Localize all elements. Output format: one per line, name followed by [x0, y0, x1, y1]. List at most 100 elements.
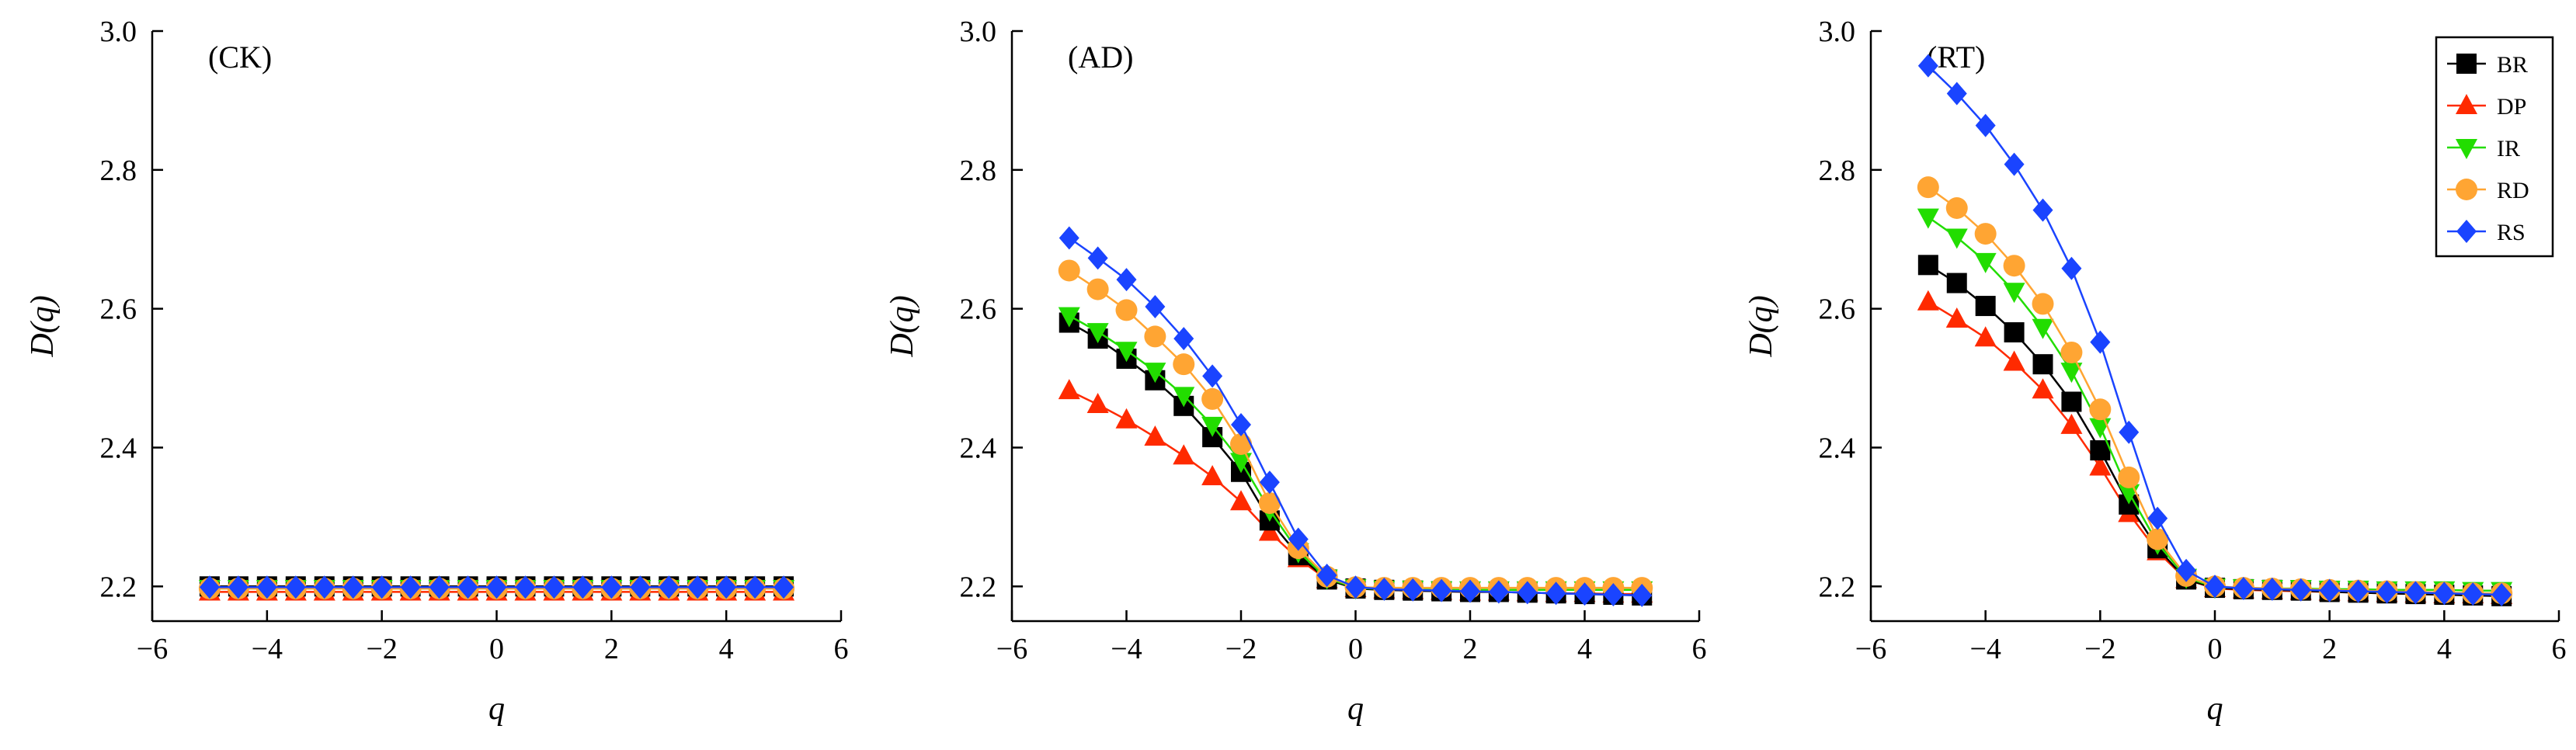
- data-point-rd: [1144, 325, 1166, 348]
- legend-marker: [2456, 179, 2477, 200]
- data-point-dp: [1144, 425, 1166, 446]
- chart-panel-ad: −6 −4 −2 0 2 4 6 2.2 2.4 2.6 2.8 3.0 q D(q) (AD): [885, 16, 1707, 727]
- data-point-dp: [1945, 307, 1968, 328]
- data-point-rs: [400, 575, 421, 599]
- series-line-dp: [1928, 300, 2502, 597]
- legend-marker: [2456, 220, 2477, 243]
- data-point-ir: [1173, 387, 1195, 408]
- data-point-rs: [2176, 558, 2197, 582]
- data-point-dp: [1258, 520, 1281, 541]
- data-point-rs: [2290, 578, 2311, 602]
- data-point-br: [2032, 354, 2053, 375]
- x-tick-label: −2: [1225, 633, 1257, 665]
- x-tick-label: −2: [366, 633, 397, 665]
- data-point-rd: [1201, 387, 1224, 410]
- data-point-rs: [2434, 582, 2455, 606]
- data-point-dp: [1058, 379, 1080, 400]
- y-axis-title: D(q): [885, 295, 920, 357]
- x-tick-label: −2: [2084, 633, 2115, 665]
- legend-label: RD: [2497, 178, 2529, 203]
- data-point-rs: [687, 575, 708, 599]
- x-tick-label: −4: [1969, 633, 2001, 665]
- data-point-rs: [1374, 577, 1395, 601]
- data-point-rd: [1945, 197, 1968, 219]
- data-point-rs: [1603, 583, 1624, 607]
- x-tick-label: 0: [1348, 633, 1363, 665]
- data-point-rs: [1917, 54, 1938, 78]
- x-tick-label: 4: [2437, 633, 2452, 665]
- y-tick-label: 3.0: [1819, 16, 1856, 48]
- chart-panel-ck: −6 −4 −2 0 2 4 6 2.2 2.4 2.6 2.8 3.0 q D(q) (CK): [25, 16, 849, 727]
- data-point-rs: [429, 575, 450, 599]
- y-tick-label: 2.4: [100, 432, 137, 464]
- data-point-rs: [2061, 256, 2082, 280]
- data-point-ir: [1144, 363, 1166, 384]
- data-point-rs: [1288, 527, 1309, 551]
- series-br: [1059, 312, 1653, 606]
- data-point-rs: [2348, 579, 2369, 603]
- series-br: [1917, 255, 2512, 606]
- data-point-rd: [2118, 466, 2140, 488]
- series-line-br: [1928, 264, 2502, 598]
- x-axis-title: q: [1347, 691, 1364, 727]
- y-tick-label: 2.4: [1819, 432, 1856, 464]
- y-tick-label: 2.2: [960, 571, 997, 603]
- x-tick-label: 0: [2208, 633, 2223, 665]
- data-point-dp: [2060, 413, 2083, 434]
- x-tick-label: 2: [2322, 633, 2337, 665]
- y-tick-label: 2.6: [100, 293, 137, 326]
- data-point-rs: [457, 575, 478, 599]
- data-point-rs: [572, 575, 593, 599]
- series-rs: [1917, 54, 2512, 607]
- x-tick-label: 2: [1463, 633, 1478, 665]
- data-point-rs: [228, 575, 249, 599]
- series-line-rd: [1928, 186, 2502, 595]
- data-point-ir: [1945, 228, 1968, 249]
- data-point-rs: [314, 575, 335, 599]
- data-point-rs: [544, 575, 565, 599]
- data-point-ir: [1974, 252, 1997, 273]
- data-point-rs: [773, 575, 794, 599]
- panel-label: (RT): [1927, 40, 1985, 75]
- data-point-ir: [2060, 363, 2083, 384]
- data-point-ir: [1201, 416, 1224, 437]
- data-point-rs: [630, 575, 651, 599]
- y-tick-label: 2.8: [100, 155, 137, 187]
- data-point-rs: [1231, 412, 1251, 436]
- data-point-dp: [1086, 393, 1109, 414]
- data-point-rs: [486, 575, 507, 599]
- data-point-dp: [1173, 444, 1195, 465]
- data-point-rs: [1431, 578, 1452, 602]
- data-point-rs: [2376, 580, 2397, 604]
- data-point-ir: [2032, 318, 2054, 339]
- data-point-ir: [1115, 342, 1138, 363]
- x-tick-label: −4: [252, 633, 283, 665]
- data-point-br: [2061, 391, 2082, 412]
- data-point-rs: [2205, 575, 2225, 599]
- x-tick-label: 2: [604, 633, 619, 665]
- data-point-rd: [1173, 353, 1195, 376]
- data-point-rs: [2405, 581, 2426, 605]
- x-tick-label: 6: [2552, 633, 2567, 665]
- data-point-rd: [2032, 293, 2054, 315]
- series-rd: [1058, 259, 1653, 599]
- data-point-rd: [2089, 398, 2112, 421]
- data-point-rs: [1316, 563, 1337, 587]
- data-point-rd: [1230, 433, 1252, 455]
- series-line-rs: [1069, 237, 1643, 597]
- x-tick-label: −6: [996, 633, 1027, 665]
- data-point-rs: [1545, 582, 1566, 606]
- y-tick-label: 2.8: [1819, 155, 1856, 187]
- legend-label: RS: [2497, 220, 2526, 245]
- series-ir: [1058, 307, 1653, 602]
- series-line-ir: [1069, 314, 1643, 592]
- data-point-rs: [745, 575, 766, 599]
- series-rs: [1059, 226, 1653, 607]
- data-point-rs: [1145, 294, 1166, 318]
- data-point-dp: [1917, 290, 1939, 311]
- legend-marker: [2456, 94, 2477, 114]
- y-tick-label: 2.2: [100, 571, 137, 603]
- legend-label: DP: [2497, 94, 2526, 120]
- y-tick-label: 2.4: [960, 432, 997, 464]
